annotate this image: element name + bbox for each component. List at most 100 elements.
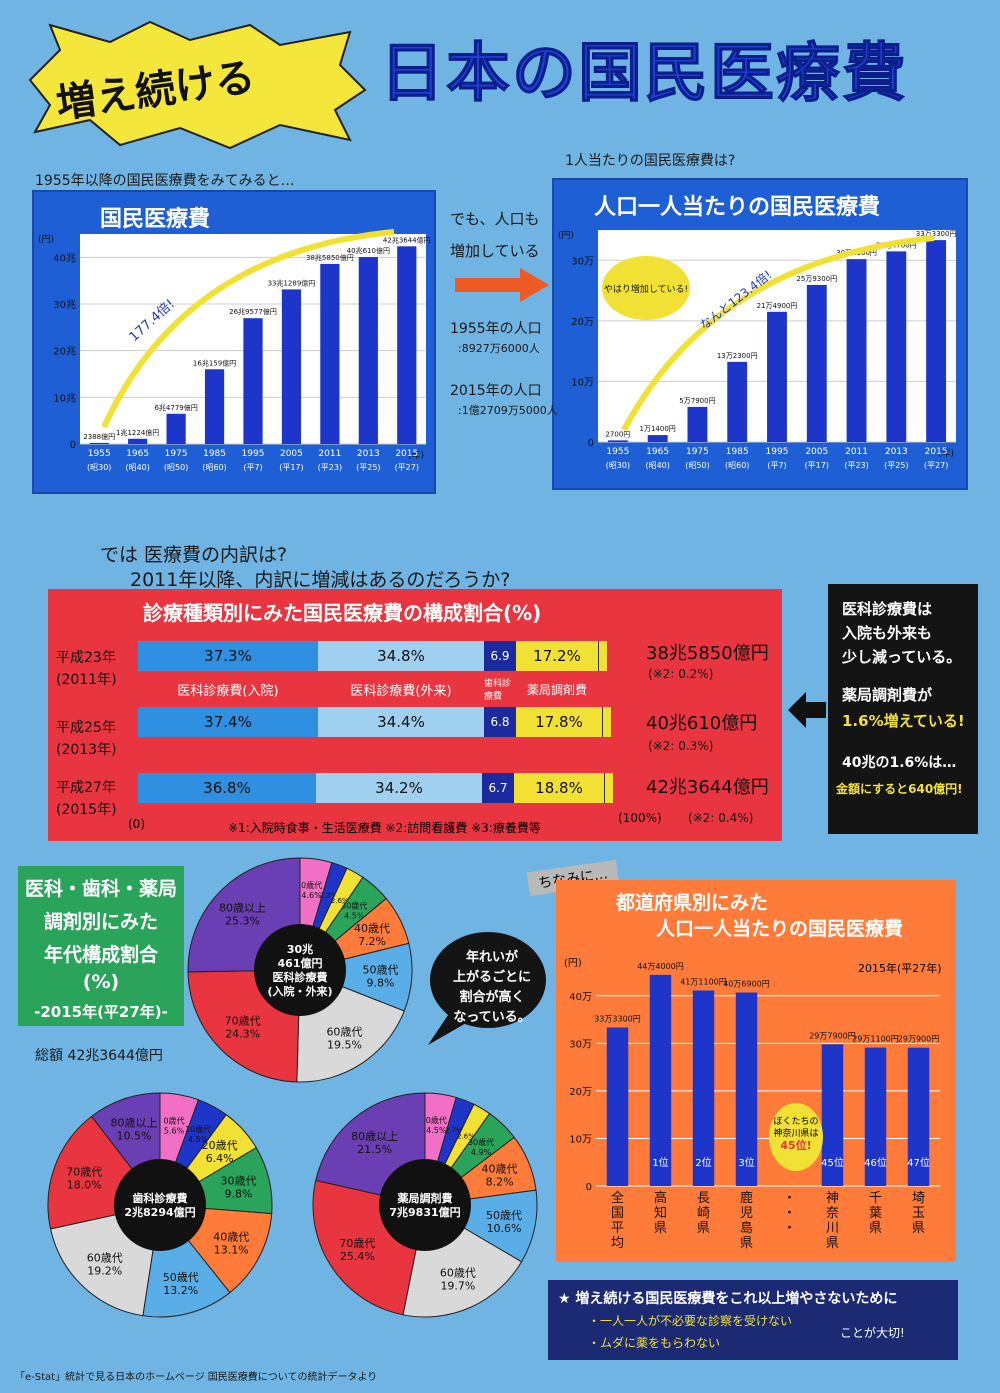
y-tick-label: 20万 — [571, 317, 594, 328]
note-2011: (※2: 0.2%) — [648, 667, 714, 681]
burst-badge — [28, 20, 367, 150]
arrow-left-icon — [788, 692, 826, 728]
legend-pharmacy: 薬局調剤費 — [516, 677, 598, 701]
y-tick-label: 30万 — [571, 256, 594, 267]
x-tick-label: 1965 — [126, 449, 149, 459]
pie-category-label: 50歳代 — [486, 1209, 522, 1222]
x-tick-label: 1965 — [646, 447, 669, 457]
prefecture-title-2: 人口一人当たりの国民医療費 — [656, 918, 904, 940]
y-tick-label: 10万 — [569, 1134, 592, 1145]
conclusion-line-2: ・一人一人が不必要な診察を受けない — [588, 1314, 793, 1328]
arrow-right-icon — [455, 268, 549, 302]
pie-value-label: 2.7% — [445, 1127, 463, 1135]
data-label: 29万900円 — [898, 1035, 939, 1044]
bar — [647, 435, 668, 442]
pop2015-value: :1億2709万5000人 — [458, 404, 558, 417]
bar — [821, 1044, 844, 1186]
insight-box: 医科診療費は 入院も外来も 少し減っている。 薬局調剤費が 1.6%増えている!… — [828, 584, 978, 834]
y-tick-label: 10兆 — [53, 392, 76, 404]
x-tick-label: 全 — [611, 1190, 624, 1206]
data-label: 44万4000円 — [637, 962, 684, 971]
seg-dental: 6.8 — [484, 707, 516, 737]
pie-value-label: 19.2% — [87, 1265, 122, 1278]
pie-category-label: 0歳代 — [164, 1116, 185, 1126]
x-tick-label: 均 — [611, 1236, 624, 1251]
data-label: 29万1100円 — [852, 1035, 899, 1044]
age-breakdown-title-box: 医科・歯科・薬局 調剤別にみた 年代構成割合 (%) -2015年(平27年)- — [18, 866, 184, 1026]
pie-center — [379, 1159, 471, 1251]
pie-category-label: 70歳代 — [66, 1165, 102, 1178]
data-label: 6兆4779億円 — [154, 403, 197, 412]
y-tick-label: 10万 — [571, 377, 594, 388]
y-axis-unit: (円) — [38, 234, 54, 245]
x-tick-label: 知 — [654, 1205, 667, 1221]
x-tick-label: 玉 — [912, 1206, 925, 1221]
pie-value-label: 4.6% — [301, 891, 322, 900]
pie-value-label: 8.2% — [486, 1175, 514, 1188]
bar — [907, 1047, 930, 1186]
annotation-bubble — [602, 256, 690, 320]
chart-panel-national: 国民医療費 0 10兆 20兆 30兆 40兆 (円) (年) 2388億円 1955 (昭30) 1… — [32, 190, 436, 494]
pie-category-label: 30歳代 — [341, 900, 367, 910]
x-tick-label: 1985 — [203, 449, 226, 459]
data-label: 29万7900円 — [809, 1031, 856, 1040]
pie-center-label: 7兆9831億円 — [389, 1205, 460, 1219]
conclusion-line-3: ・ムダに薬をもらわない — [588, 1336, 721, 1350]
rank-label: 46位 — [864, 1156, 887, 1169]
seg-dental: 6.9 — [484, 641, 516, 671]
y-axis-unit: (円) — [564, 958, 582, 969]
x-tick-label: 神 — [826, 1191, 839, 1206]
data-label: 16兆159億円 — [193, 358, 236, 367]
x-sub-label: (昭40) — [125, 463, 149, 472]
bar — [767, 311, 787, 442]
pie-value-label: 2.3% — [320, 892, 338, 900]
bar — [806, 284, 827, 442]
data-label: 21万4900円 — [757, 302, 798, 310]
x-tick-label: 1975 — [686, 447, 709, 457]
pie-category-label: 80歳以上 — [110, 1117, 157, 1130]
x-tick-label: 奈 — [826, 1206, 839, 1221]
x-tick-label: 2005 — [805, 447, 828, 457]
seg-other — [604, 773, 613, 803]
row-label-2011: 平成23年 — [56, 650, 116, 666]
x-tick-label: 崎 — [697, 1206, 710, 1221]
rank-label: 1位 — [652, 1156, 668, 1169]
data-label: 42兆3644億円 — [383, 235, 431, 244]
y-tick-label: 40万 — [569, 992, 592, 1003]
source-note: 「e-Stat」統計で見る日本のホームページ 国民医療費についての統計データより — [15, 1372, 378, 1383]
annotation-1: やはり増加している! — [604, 283, 688, 295]
seg-other — [602, 707, 611, 737]
pie-category-label: 80歳以上 — [219, 901, 266, 914]
x-sub-label: (昭50) — [164, 463, 188, 472]
row-label-2015: 平成27年 — [56, 780, 116, 796]
x-axis-unit: (年) — [408, 449, 424, 461]
pie-center — [114, 1159, 206, 1251]
kanagawa-note-2: 神奈川県は — [773, 1129, 819, 1139]
bar — [397, 246, 417, 444]
chart-per-capita-expenditure: 人口一人当たりの国民医療費 0 10万 20万 30万 (円) (年) 2700円 1955 (昭… — [558, 194, 956, 470]
bar — [606, 1027, 629, 1186]
x-tick-label: ・ — [783, 1206, 796, 1221]
legend-outpatient: 医科診療費(外来) — [318, 677, 484, 701]
bar — [320, 263, 340, 444]
pie-category-label: 30歳代 — [468, 1137, 494, 1147]
bar — [926, 240, 947, 442]
x-sub-label: (平27) — [395, 463, 419, 472]
x-tick-label: 県 — [740, 1236, 753, 1251]
pie-value-label: 19.5% — [327, 1038, 362, 1051]
insight-line-4: 薬局調剤費が — [842, 686, 933, 704]
x-tick-label: 川 — [826, 1221, 839, 1236]
prefecture-panel: 都道府県別にみた 人口一人当たりの国民医療費 2015年(平27年) (円) 0 1… — [556, 880, 956, 1262]
composition-footnote: ※1:入院時食事・生活医療費 ※2:訪問看護費 ※3:療養費等 — [228, 821, 541, 835]
pie-center-label: (入院・外来) — [267, 984, 332, 998]
chart-title: 人口一人当たりの国民医療費 — [594, 194, 880, 220]
pie-category-label: 30歳代 — [221, 1175, 257, 1188]
data-label: 40万6900円 — [723, 979, 770, 988]
x-tick-label: 県 — [654, 1221, 667, 1236]
x-tick-label: 1985 — [726, 447, 749, 457]
bar — [864, 1047, 887, 1186]
pie-category-label: 40歳代 — [482, 1162, 518, 1175]
pie-center-label: 医科診療費 — [273, 970, 328, 984]
row-sub-2013: (2013年) — [56, 742, 117, 758]
bar — [358, 257, 378, 444]
